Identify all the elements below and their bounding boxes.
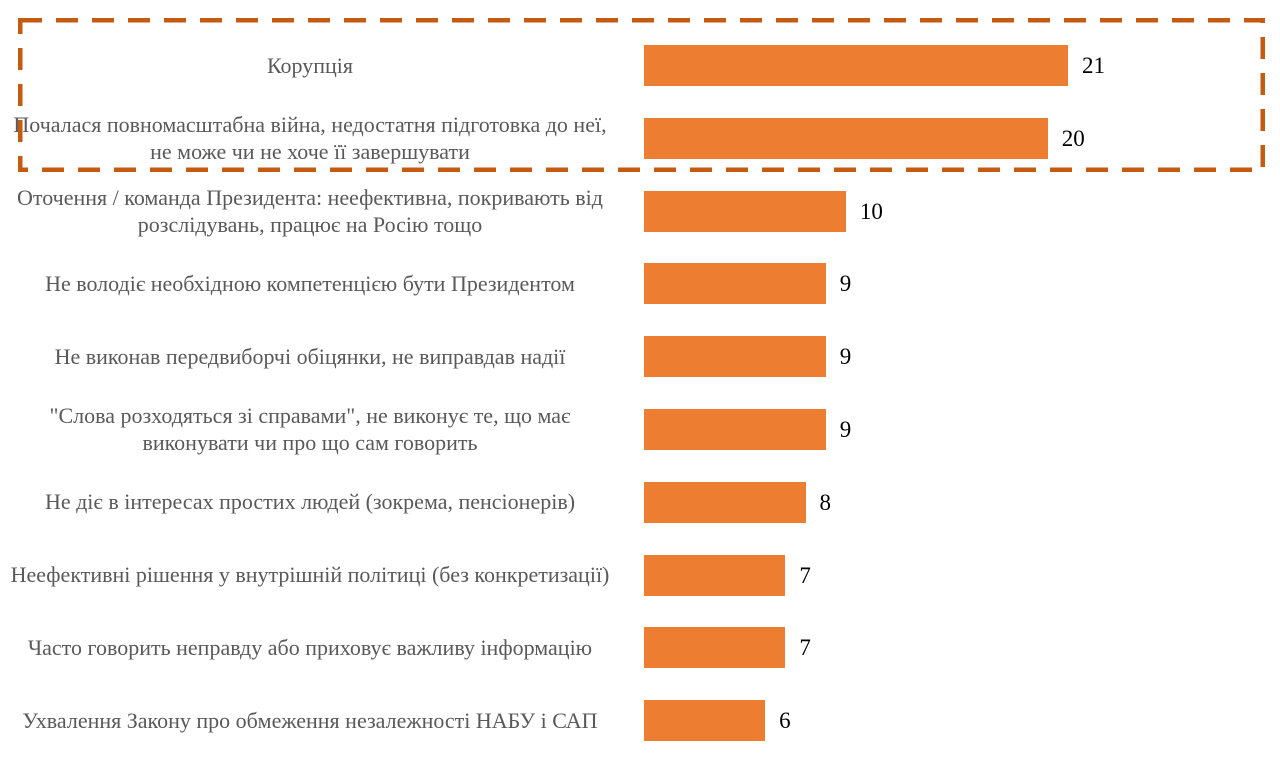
category-label-text: Не виконав передвиборчі обіцянки, не вип… xyxy=(54,343,566,369)
data-label: 7 xyxy=(799,635,811,661)
data-label: 20 xyxy=(1061,125,1085,151)
data-label: 9 xyxy=(839,344,852,370)
category-label-text: Корупція xyxy=(266,52,354,78)
bar xyxy=(644,117,1048,159)
bar xyxy=(644,554,786,596)
category-label: Оточення / команда Президента: неефектив… xyxy=(0,181,620,241)
bar xyxy=(644,409,826,450)
bar xyxy=(644,700,766,742)
category-label: Почалася повномасштабна війна, недостатн… xyxy=(0,108,620,168)
category-label-text: "Слова розходяться зі справами", не вико… xyxy=(49,403,571,455)
bar xyxy=(644,190,846,232)
data-label: 6 xyxy=(779,708,791,734)
bar xyxy=(644,627,786,669)
bar xyxy=(644,45,1068,86)
category-label-text: Почалася повномасштабна війна, недостатн… xyxy=(13,111,607,164)
category-label: Корупція xyxy=(0,35,620,95)
bar xyxy=(644,336,826,378)
data-label: 8 xyxy=(819,489,832,515)
data-label: 21 xyxy=(1082,53,1105,78)
data-label: 7 xyxy=(799,562,811,588)
category-label: "Слова розходяться зі справами", не вико… xyxy=(0,399,620,459)
category-label: Неефективні рішення у внутрішній політиц… xyxy=(0,545,620,605)
category-label: Ухвалення Закону про обмеження незалежно… xyxy=(0,690,620,750)
category-label: Не діє в інтересах простих людей (зокрем… xyxy=(0,472,620,532)
category-label-text: Не діє в інтересах простих людей (зокрем… xyxy=(44,489,576,515)
category-label: Часто говорить неправду або приховує важ… xyxy=(0,617,620,677)
category-label-text: Часто говорить неправду або приховує важ… xyxy=(27,634,593,660)
category-label-text: Оточення / команда Президента: неефектив… xyxy=(17,184,603,237)
category-label: Не виконав передвиборчі обіцянки, не вип… xyxy=(0,326,620,386)
bar xyxy=(644,481,806,523)
category-label-text: Неефективні рішення у внутрішній політиц… xyxy=(10,562,610,588)
data-label: 9 xyxy=(839,417,852,442)
category-label: Не володіє необхідною компетенцією бути … xyxy=(0,253,620,313)
data-label: 9 xyxy=(839,271,852,297)
data-label: 10 xyxy=(859,198,883,224)
bar xyxy=(644,263,826,305)
category-label-text: Не володіє необхідною компетенцією бути … xyxy=(45,270,575,296)
category-label-text: Ухвалення Закону про обмеження незалежно… xyxy=(22,707,598,733)
